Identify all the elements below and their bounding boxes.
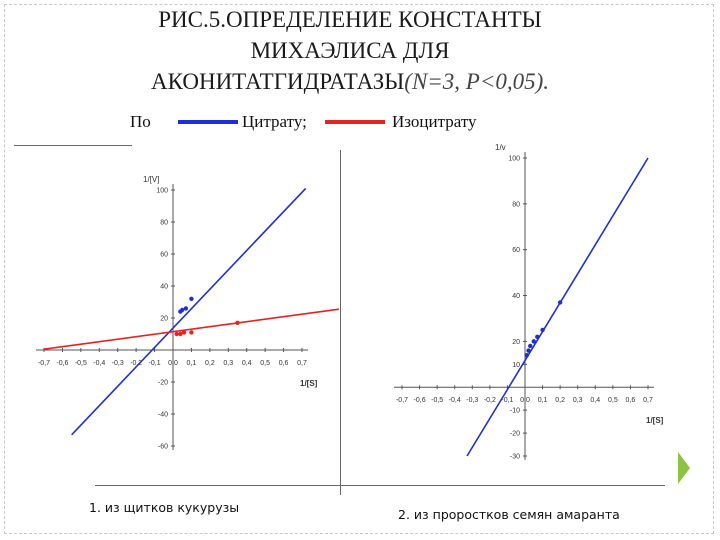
chart1-top-rule	[14, 145, 132, 146]
data-point-citrate	[180, 307, 185, 313]
data-point-citrate	[535, 334, 540, 339]
x-tick-label: -0,5	[75, 360, 87, 367]
x-tick-label: 0,5	[260, 360, 270, 367]
y-tick-label: 100	[156, 188, 168, 195]
x-tick-label: 0,3	[223, 360, 233, 367]
data-point-citrate	[524, 352, 529, 358]
x-tick-label: -0,4	[449, 397, 461, 404]
x-tick-label: 0,3	[573, 397, 583, 404]
x-axis-label: 1/[S]	[646, 416, 664, 425]
title-line-3-text: АКОНИТАТГИДРАТАЗЫ	[150, 69, 405, 94]
x-tick-label: 0,2	[205, 360, 215, 367]
data-point-isocitrate	[174, 331, 179, 337]
x-tick-label: 0,1	[538, 397, 548, 404]
x-axis-label: 1/[S]	[300, 379, 318, 388]
data-point-isocitrate	[178, 331, 183, 337]
x-tick-label: 0,1	[187, 360, 197, 367]
x-tick-label: 0,4	[590, 397, 600, 404]
y-tick-label: -30	[510, 454, 520, 461]
x-tick-label: -0,6	[56, 360, 68, 367]
y-tick-label: 40	[512, 293, 520, 300]
x-tick-label: 0,7	[297, 360, 307, 367]
x-tick-label: -0,1	[501, 397, 513, 404]
data-point-isocitrate	[181, 330, 187, 335]
y-tick-label: 20	[512, 339, 520, 346]
slide-frame	[4, 4, 714, 534]
x-tick-label: 0,7	[643, 397, 653, 404]
y-tick-label: 80	[512, 201, 520, 208]
series-line-isocitrate	[43, 308, 339, 350]
data-point-citrate	[540, 327, 545, 333]
x-tick-label: -0,7	[396, 397, 408, 404]
x-tick-label: -0,1	[149, 360, 161, 367]
chart-amaranth: -0,7 -0,6 -0,5 -0,4 -0,3 -0,2 -0,1 0,0 0,1 0,2 0,3…	[394, 143, 664, 461]
title-stats: (N=3, P<0,05).	[404, 69, 550, 94]
x-tick-label: -0,7	[38, 360, 50, 367]
x-tick-label: -0,3	[466, 397, 478, 404]
x-tick-label: 0,6	[626, 397, 636, 404]
data-point-isocitrate	[235, 320, 240, 325]
caption-left: 1. из щитков кукурузы	[89, 500, 240, 515]
data-point-citrate	[526, 348, 531, 353]
data-point-citrate	[557, 300, 563, 305]
legend-swatch-isocitrate	[325, 120, 385, 124]
y-tick-label: -10	[510, 408, 520, 415]
x-tick-label: -0,4	[93, 360, 105, 367]
series-line-citrate	[466, 157, 649, 457]
y-axis-label: 1/v	[495, 143, 506, 152]
x-tick-label: 0,6	[279, 360, 289, 367]
x-tick-label: 0,0	[168, 360, 178, 367]
legend-isocitrate: Изоцитрату	[392, 112, 477, 131]
y-tick-label: 100	[508, 156, 520, 163]
data-point-citrate	[528, 343, 533, 349]
charts-bottom-rule	[95, 485, 665, 486]
x-tick-label: -0,5	[431, 397, 443, 404]
chart-maize: -0,7 -0,6 -0,5 -0,4 -0,3 -0,2 -0,1 0,0 0,1 0,2 0,3…	[36, 175, 339, 451]
y-tick-label: 80	[160, 220, 168, 227]
legend-swatch-citrate	[178, 120, 238, 124]
x-tick-label: -0,6	[414, 397, 426, 404]
title-line-2: МИХАЭЛИСА ДЛЯ	[250, 38, 450, 63]
x-tick-label: -0,2	[484, 397, 496, 404]
series-line-citrate	[71, 187, 307, 436]
y-tick-label: 10	[512, 362, 520, 369]
x-tick-label: -0,2	[130, 360, 142, 367]
title-line-1: РИС.5.ОПРЕДЕЛЕНИЕ КОНСТАНТЫ	[158, 7, 542, 32]
y-tick-label: -40	[158, 412, 168, 419]
x-tick-label: -0,3	[112, 360, 124, 367]
data-point-citrate	[189, 296, 194, 301]
y-tick-label: 60	[160, 252, 168, 259]
y-tick-label: 60	[512, 247, 520, 254]
slide-title: РИС.5.ОПРЕДЕЛЕНИЕ КОНСТАНТЫ МИХАЭЛИСА ДЛ…	[70, 4, 630, 97]
data-point-isocitrate	[189, 330, 194, 335]
y-tick-label: -20	[158, 380, 168, 387]
data-point-citrate	[183, 306, 189, 311]
x-tick-label: 0,0	[520, 397, 530, 404]
legend-citrate: Цитрату;	[242, 112, 307, 131]
x-tick-label: 0,2	[555, 397, 565, 404]
next-slide-arrow-icon[interactable]	[678, 452, 690, 484]
chart1-right-rule	[340, 150, 341, 495]
data-point-citrate	[531, 339, 536, 344]
legend-prefix: По	[130, 112, 151, 131]
caption-right: 2. из проростков семян амаранта	[398, 507, 620, 522]
x-tick-label: 0,4	[242, 360, 252, 367]
y-tick-label: -60	[158, 444, 168, 451]
y-axis-label: 1/[V]	[143, 175, 159, 184]
y-tick-label: 20	[160, 316, 168, 323]
y-tick-label: -20	[510, 431, 520, 438]
x-tick-label: 0,5	[608, 397, 618, 404]
title-line-3: АКОНИТАТГИДРАТАЗЫ(N=3, P<0,05).	[70, 66, 630, 97]
y-tick-label: 40	[160, 284, 168, 291]
